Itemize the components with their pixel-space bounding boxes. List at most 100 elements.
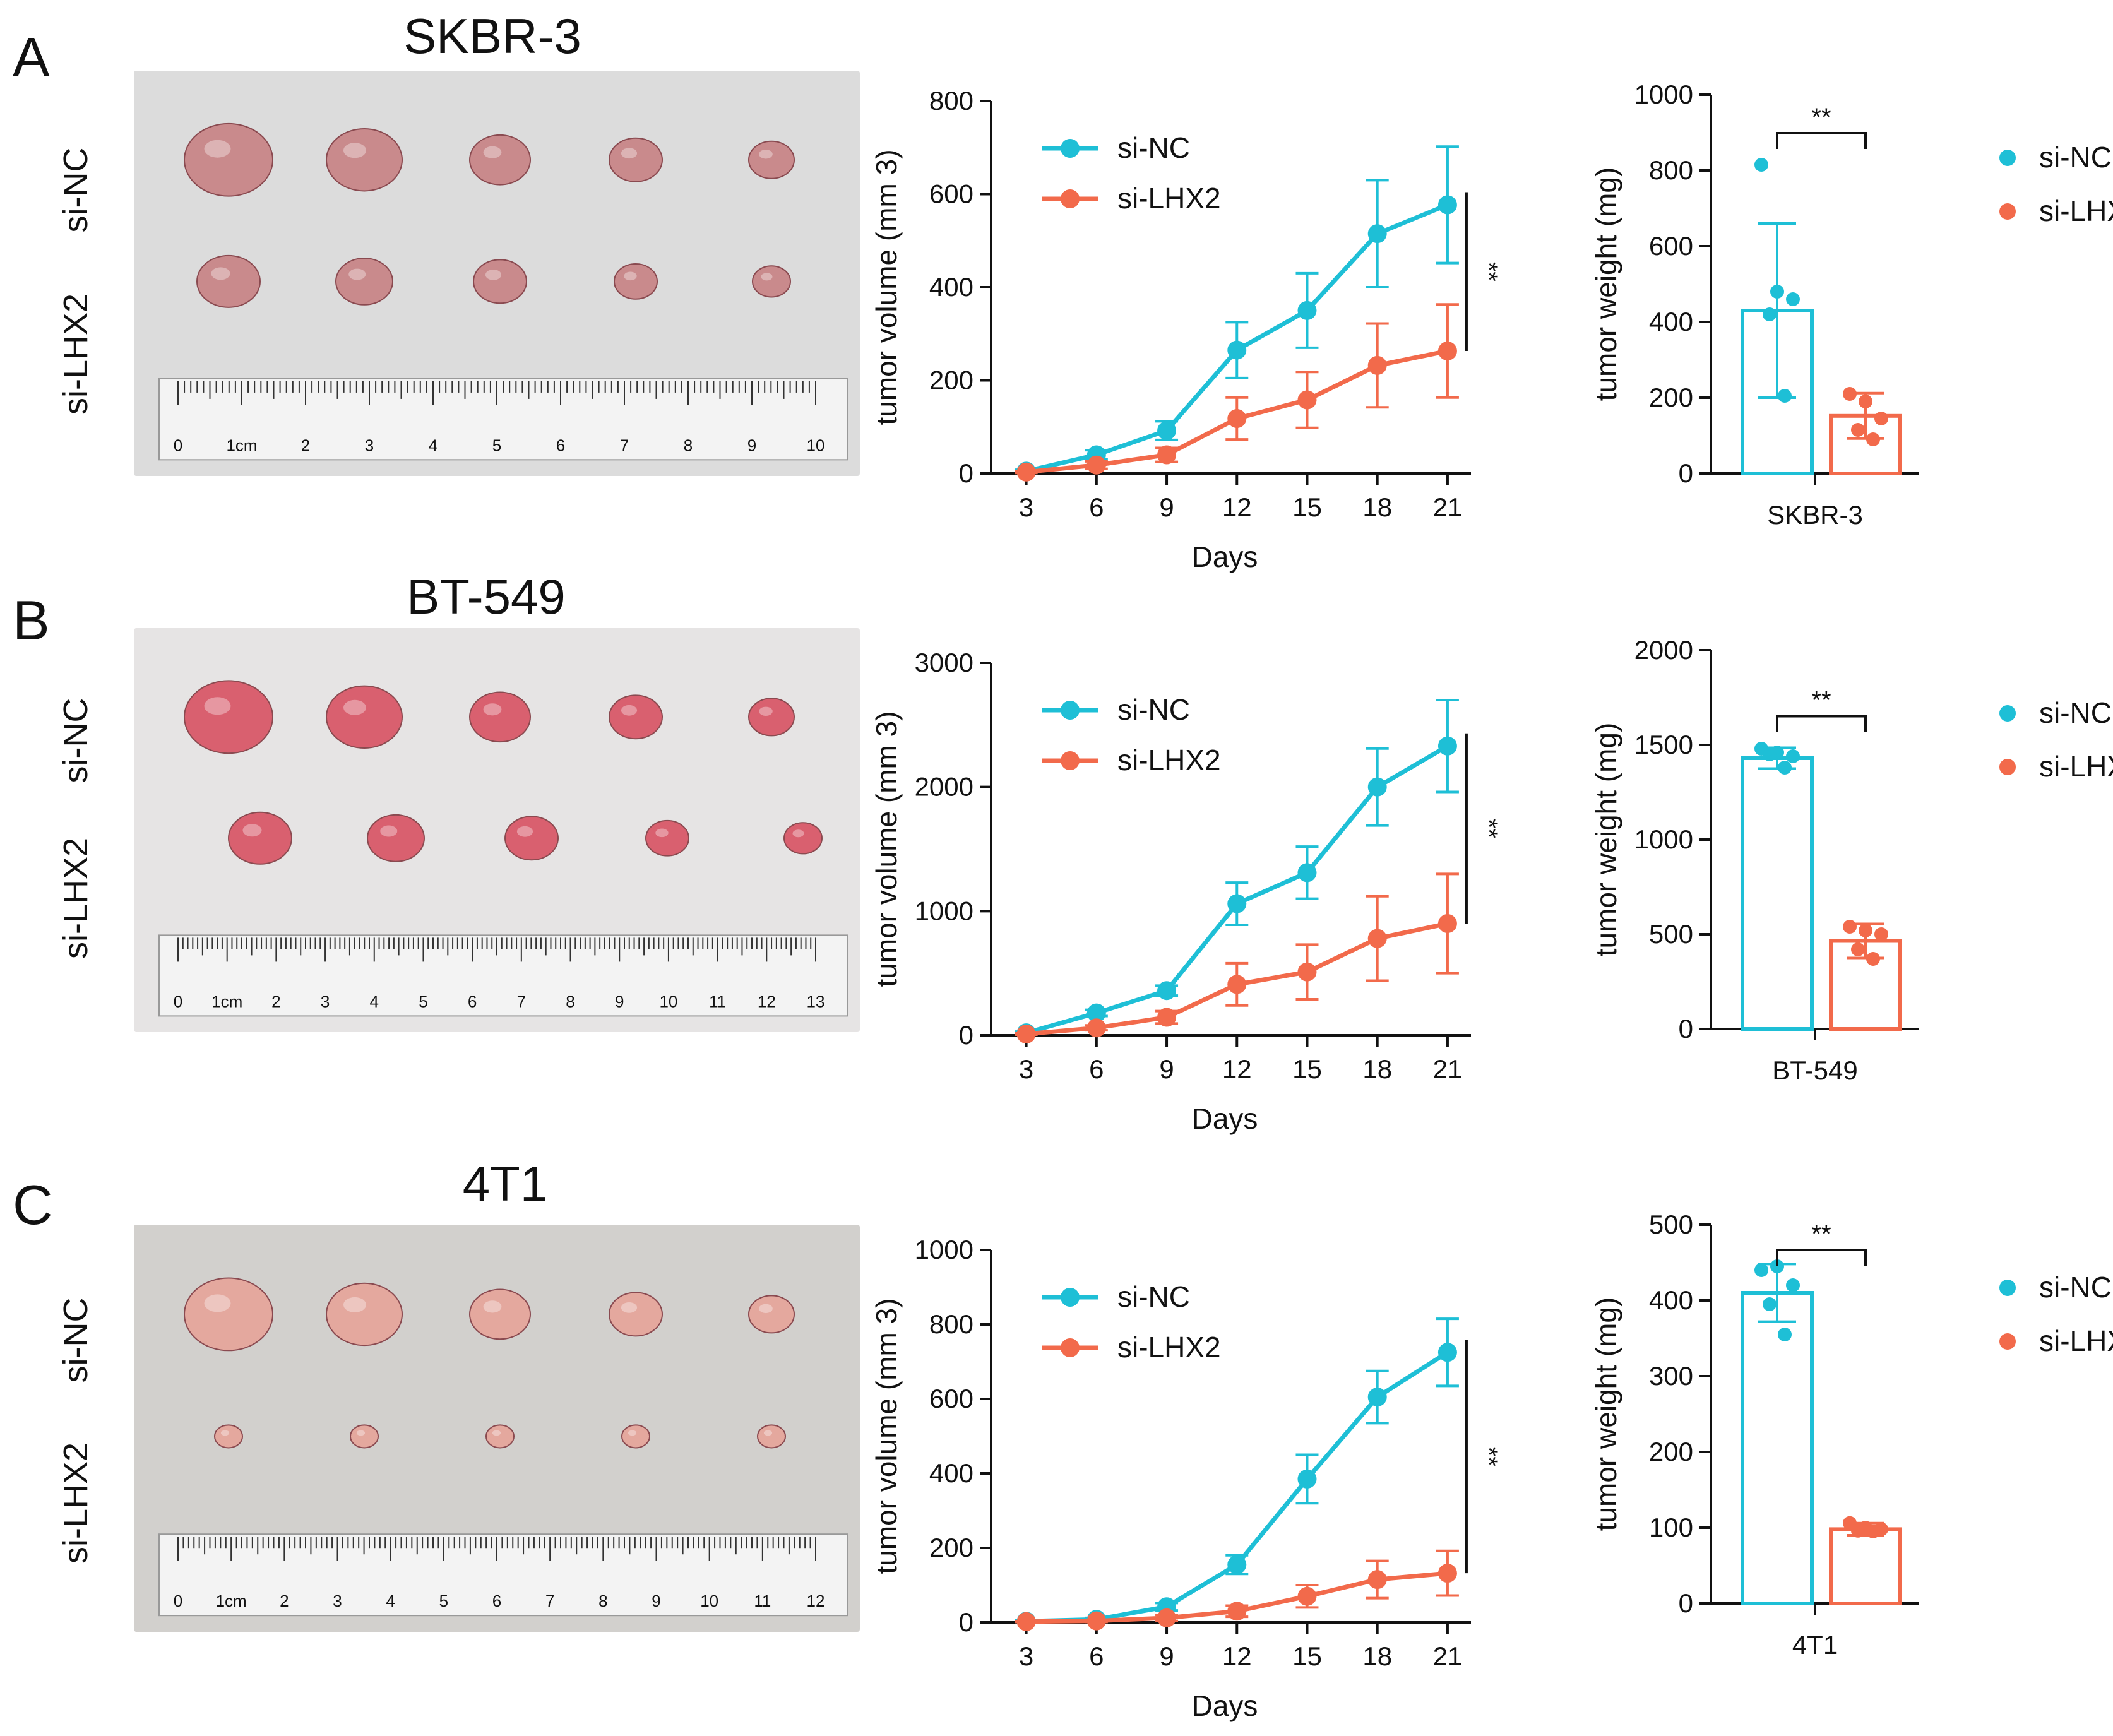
tumor-sample xyxy=(326,128,403,192)
panel-c-title: 4T1 xyxy=(462,1156,548,1211)
data-point xyxy=(1297,390,1317,410)
data-point xyxy=(1437,736,1457,756)
y-tick-label: 1000 xyxy=(915,896,973,925)
y-tick-label: 500 xyxy=(1649,919,1693,949)
legend-marker xyxy=(1999,759,2016,775)
data-point xyxy=(1770,1259,1784,1273)
ruler-label: 3 xyxy=(365,436,374,455)
data-point xyxy=(1367,355,1387,375)
x-tick-label: 3 xyxy=(1019,492,1033,522)
x-category-label: BT-549 xyxy=(1772,1055,1857,1085)
data-point xyxy=(1778,761,1792,775)
tumor-sample xyxy=(609,694,663,740)
tumor-highlight xyxy=(624,271,637,281)
significance-label: ** xyxy=(1811,687,1831,715)
ruler-label: 4 xyxy=(386,1591,395,1610)
data-point xyxy=(1851,942,1865,956)
data-point xyxy=(1778,389,1792,403)
panel-a-weight-chart: 0 200 400 600 800 1000 SKBR-3 tumor weight (mg)… xyxy=(1590,80,2113,530)
data-point xyxy=(1086,1611,1106,1631)
data-point xyxy=(1763,747,1777,761)
ruler-label: 5 xyxy=(419,992,427,1011)
y-tick-label: 400 xyxy=(1649,307,1693,336)
tumor-highlight xyxy=(343,143,366,158)
tumor-highlight xyxy=(242,824,262,837)
tumor-highlight xyxy=(492,1430,501,1436)
panel-a-volume-chart: 0 200 400 600 800 3 6 9 12 15 18 21 Days tumor volume… xyxy=(870,86,1503,573)
data-point xyxy=(1297,1469,1317,1489)
ruler-label: 12 xyxy=(758,992,776,1011)
data-point xyxy=(1778,1328,1792,1341)
x-category-label: 4T1 xyxy=(1792,1630,1838,1660)
data-point xyxy=(1866,432,1880,446)
legend-marker xyxy=(1061,751,1080,770)
ruler-label: 0 xyxy=(174,992,182,1011)
x-category-label: SKBR-3 xyxy=(1767,500,1863,530)
tumor-sample xyxy=(485,1424,515,1449)
y-tick-label: 3000 xyxy=(915,648,973,677)
y-tick-label: 2000 xyxy=(1634,635,1693,665)
y-tick-label: 800 xyxy=(929,86,973,116)
legend-label: si-LHX2 xyxy=(1117,182,1221,215)
data-point xyxy=(1763,307,1777,321)
data-point xyxy=(1866,1525,1880,1538)
panel-a-row-label-lhx2: si-LHX2 xyxy=(57,293,95,415)
ruler-label: 8 xyxy=(598,1591,607,1610)
tumor-highlight xyxy=(483,1300,502,1313)
x-tick-label: 18 xyxy=(1362,1641,1392,1671)
tumor-sample xyxy=(614,263,658,300)
panel-b-weight-chart: 0 500 1000 1500 2000 BT-549 tumor weight (mg) s… xyxy=(1590,635,2113,1085)
ruler-label: 0 xyxy=(174,1591,182,1610)
ruler-label: 6 xyxy=(556,436,565,455)
tumor-sample xyxy=(748,140,795,179)
panel-c-photo-svg: 0 1cm 2 3 4 5 6 7 8 9 10 11 12 xyxy=(134,1225,860,1632)
tumor-sample xyxy=(214,1424,243,1449)
tumor-sample xyxy=(326,685,403,749)
x-tick-label: 9 xyxy=(1159,492,1174,522)
data-point xyxy=(1367,777,1387,797)
data-point xyxy=(1786,292,1800,306)
legend-label: si-LHX2 xyxy=(1117,744,1221,776)
data-point xyxy=(1157,1608,1177,1627)
tumor-highlight xyxy=(759,1304,773,1314)
x-axis-label: Days xyxy=(1192,1689,1258,1722)
y-tick-label: 400 xyxy=(1649,1285,1693,1315)
ruler-label: 6 xyxy=(468,992,477,1011)
significance-bracket xyxy=(1776,715,1867,732)
data-point xyxy=(1367,929,1387,948)
ruler-label: 12 xyxy=(807,1591,825,1610)
tumor-highlight xyxy=(655,828,669,838)
data-point xyxy=(1227,340,1247,360)
significance-bracket xyxy=(1776,1249,1867,1266)
data-point xyxy=(1367,1388,1387,1407)
y-tick-label: 1500 xyxy=(1634,730,1693,759)
data-point xyxy=(1157,421,1177,441)
legend-label: si-NC xyxy=(1117,1280,1190,1313)
data-point xyxy=(1157,445,1177,465)
legend-marker xyxy=(1999,705,2016,722)
data-point xyxy=(1851,1523,1865,1538)
ruler-label: 9 xyxy=(652,1591,660,1610)
ruler-label: 1cm xyxy=(226,436,257,455)
ruler-label: 7 xyxy=(545,1591,554,1610)
tumor-sample xyxy=(184,1277,273,1352)
y-tick-label: 0 xyxy=(1679,1588,1693,1618)
ruler-label: 3 xyxy=(333,1591,342,1610)
panel-c-tumor-photo: 0 1cm 2 3 4 5 6 7 8 9 10 11 12 xyxy=(134,1225,860,1632)
y-tick-label: 400 xyxy=(929,1458,973,1488)
data-point xyxy=(1874,927,1888,941)
tumor-highlight xyxy=(204,697,231,715)
data-point xyxy=(1367,224,1387,244)
panel-a-photo-svg: 0 1cm 2 3 4 5 6 7 8 9 10 xyxy=(134,71,860,476)
ruler-label: 10 xyxy=(807,436,825,455)
x-tick-label: 9 xyxy=(1159,1054,1174,1084)
x-tick-label: 12 xyxy=(1222,492,1252,522)
data-point xyxy=(1227,408,1247,428)
tumor-highlight xyxy=(211,267,230,280)
y-tick-label: 0 xyxy=(959,458,973,488)
data-point xyxy=(1754,158,1768,172)
y-tick-label: 0 xyxy=(1679,458,1693,488)
data-point xyxy=(1866,952,1880,966)
ruler xyxy=(158,934,848,1017)
y-tick-label: 2000 xyxy=(915,772,973,802)
